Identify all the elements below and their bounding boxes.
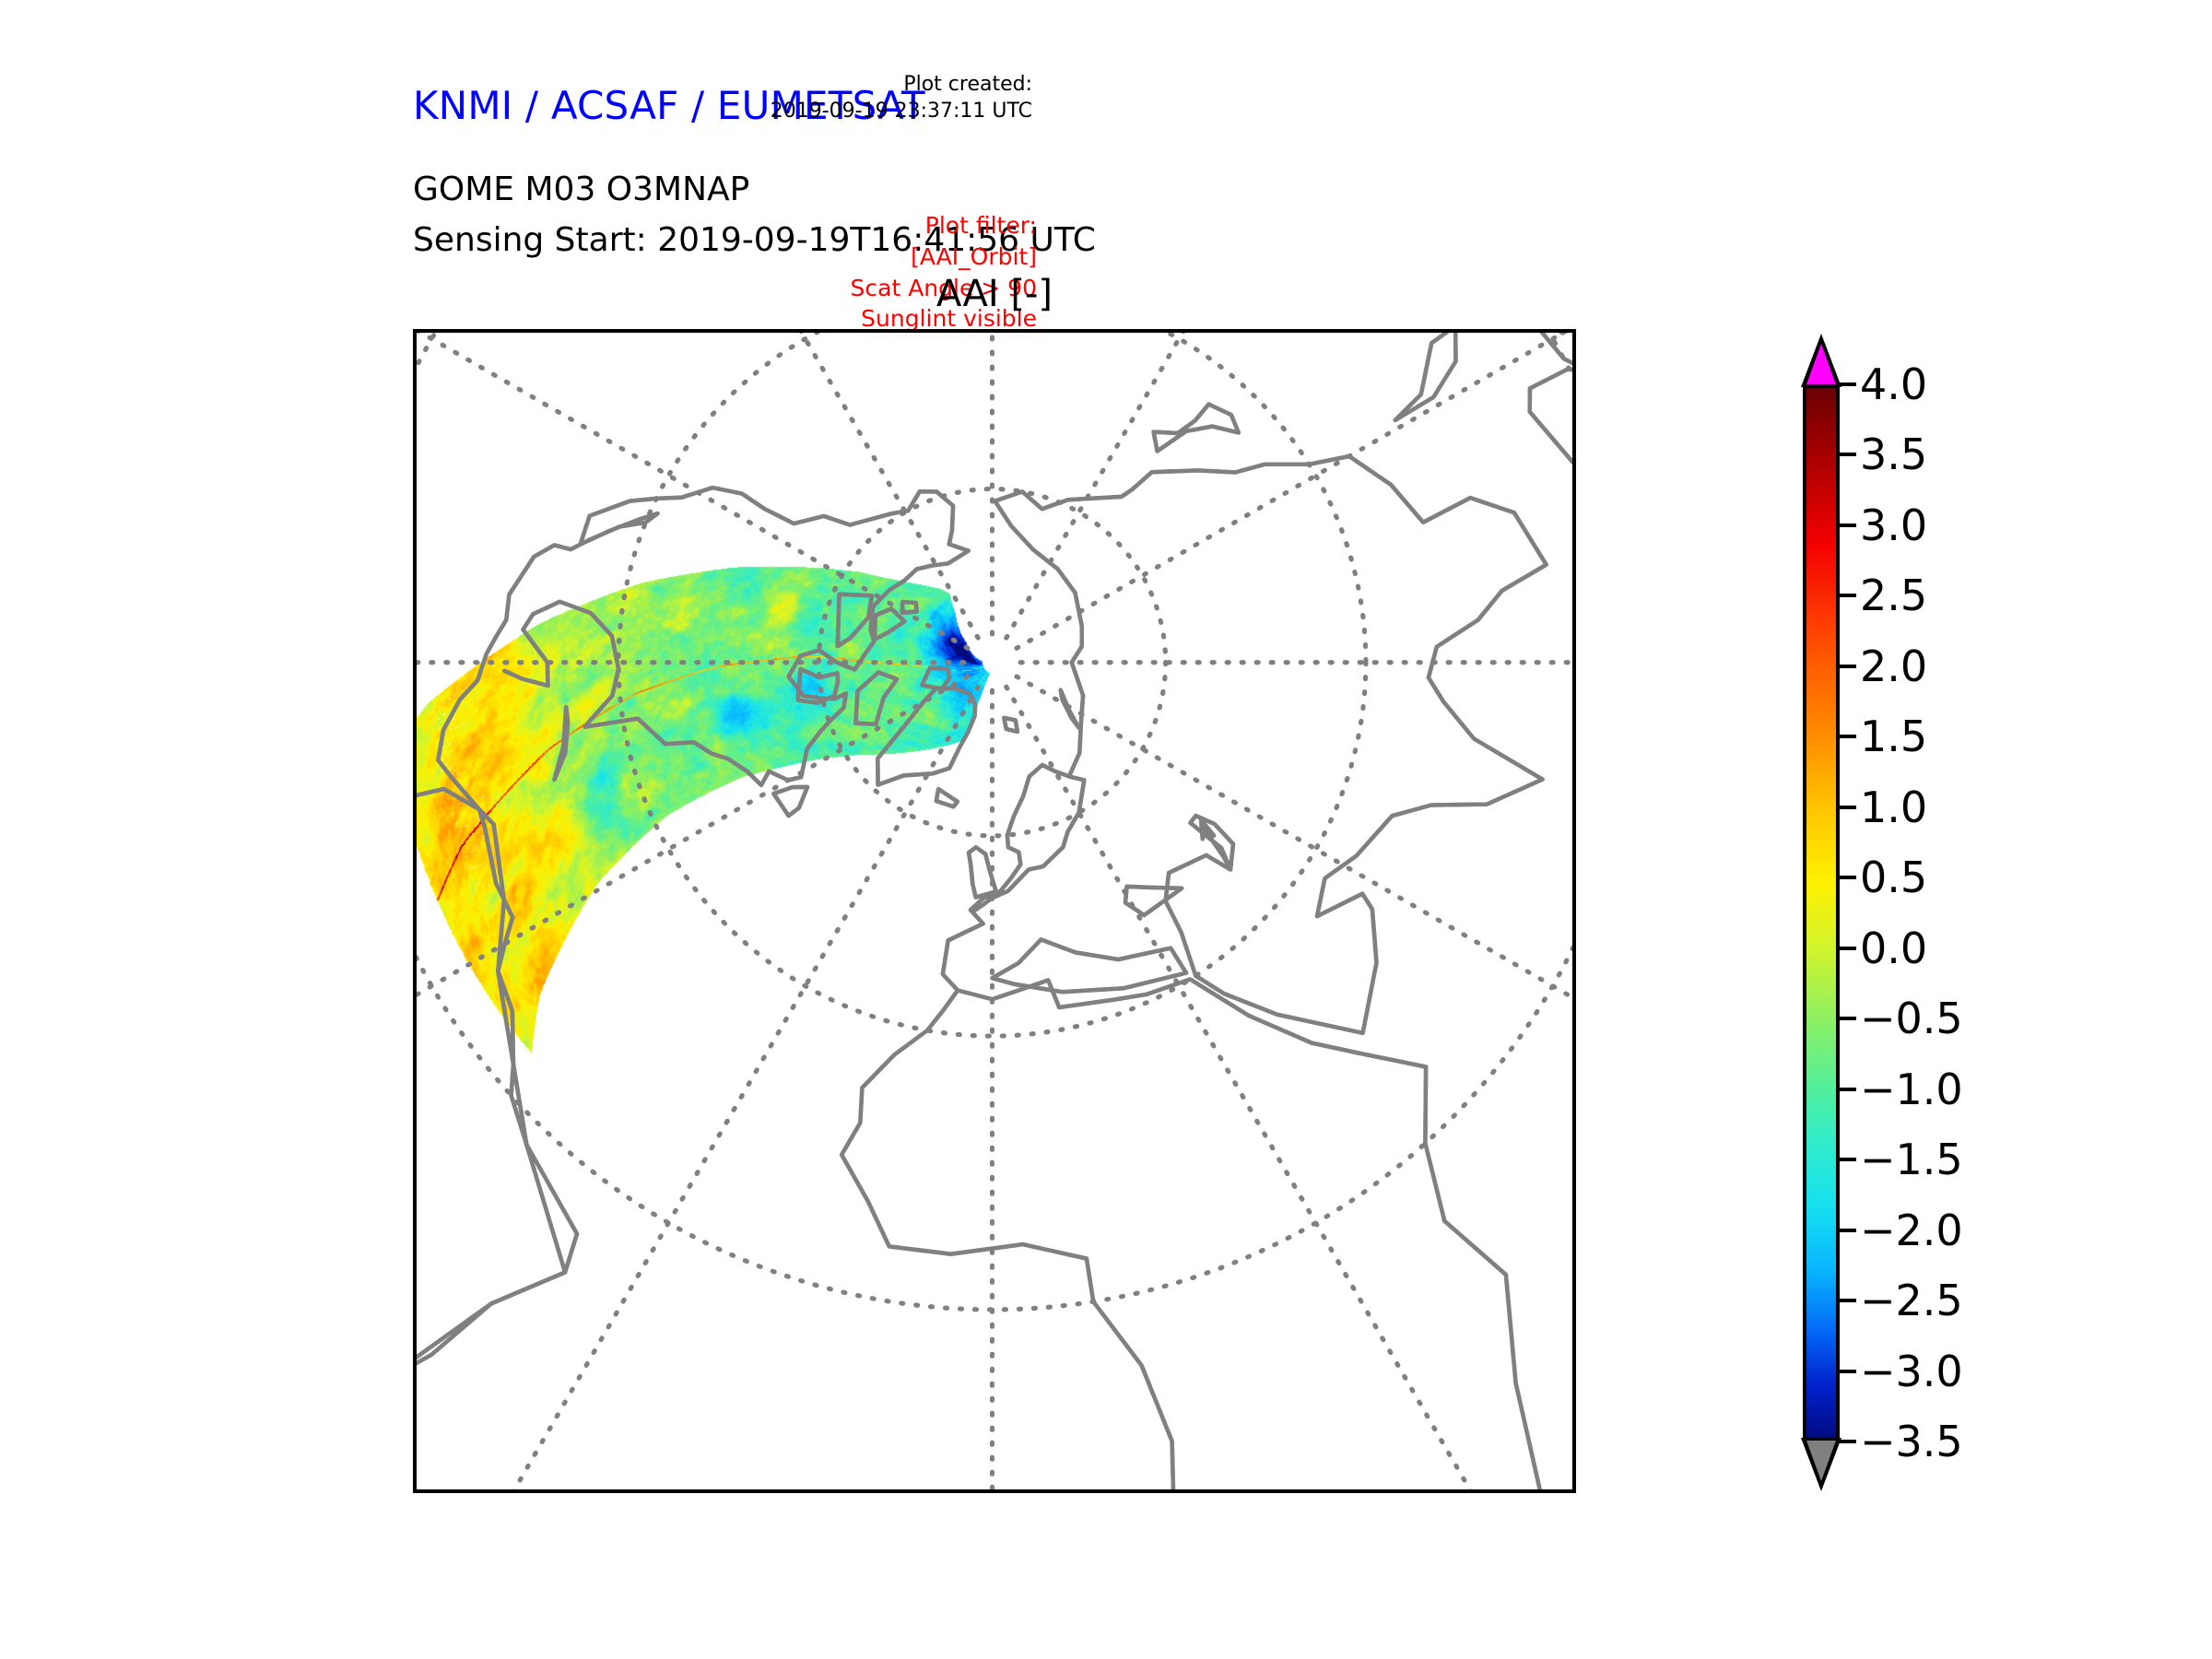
colorbar-tick-label: 4.0: [1860, 359, 1928, 409]
colorbar-tick-label: 1.5: [1860, 712, 1928, 762]
coastline-overlay: [993, 453, 1548, 1036]
page-title: AAI [-]: [936, 273, 1053, 315]
colorbar-tick: [1840, 1087, 1856, 1091]
colorbar-tick-label: 2.5: [1860, 571, 1928, 621]
plot-filter-label: Plot filter: [AAI_Orbit] Scat Angle > 90…: [850, 212, 1037, 333]
colorbar-gradient: [1803, 384, 1840, 1441]
coastline-overlay: [1123, 884, 1184, 918]
map-canvas: [417, 333, 1572, 1489]
coastline-overlay: [1002, 715, 1020, 735]
colorbar-tick-label: −0.5: [1860, 994, 1963, 1044]
plot-created-label: Plot created: 2019-09-19 23:37:11 UTC: [770, 73, 1032, 123]
graticule-meridian-overlay: [417, 333, 971, 651]
colorbar-tick-label: 1.0: [1860, 782, 1928, 832]
colorbar-under-arrow: [1801, 1438, 1841, 1491]
coastline-overlay: [795, 666, 841, 705]
colorbar-tick-label: −1.5: [1860, 1135, 1963, 1185]
colorbar-tick-label: −1.0: [1860, 1064, 1963, 1114]
colorbar: 4.0 3.5 3.0 2.5 2.0 1.5 1.0 0.5 0.0 −0.5 −1.0 −1.5 −…: [1801, 334, 1963, 1493]
graticule-meridian-overlay: [1014, 674, 1572, 1001]
colorbar-tick: [1840, 1158, 1856, 1162]
colorbar-tick: [1840, 664, 1856, 668]
colorbar-tick-label: −2.0: [1860, 1205, 1963, 1255]
colorbar-tick: [1840, 876, 1856, 880]
colorbar-over-arrow: [1801, 334, 1841, 387]
colorbar-tick: [1840, 1369, 1856, 1373]
coastline-overlay: [1188, 813, 1236, 872]
colorbar-tick: [1840, 1299, 1856, 1303]
coastline-overlay: [966, 845, 999, 900]
map-plot-area: [413, 329, 1576, 1493]
graticule-parallel-overlay: [616, 333, 1369, 1039]
colorbar-tick-label: −3.5: [1860, 1417, 1963, 1466]
coastline-overlay: [990, 937, 1189, 994]
colorbar-tick: [1840, 1228, 1856, 1232]
coastline-overlay: [417, 485, 971, 1366]
colorbar-tick: [1840, 523, 1856, 527]
colorbar-tick: [1840, 594, 1856, 598]
graticule-meridian-overlay: [1004, 333, 1185, 641]
colorbar-tick-label: 0.0: [1860, 923, 1928, 973]
colorbar-tick-label: 3.5: [1860, 429, 1928, 480]
colorbar-tick-label: 3.0: [1860, 500, 1928, 550]
colorbar-tick: [1840, 453, 1856, 457]
graticule-meridian-overlay: [512, 684, 981, 1489]
organisation-title: KNMI / ACSAF / EUMETSAT: [413, 83, 925, 128]
graticule-meridian-overlay: [799, 333, 981, 641]
colorbar-tick-label: 2.0: [1860, 641, 1928, 691]
coastline-overlay: [771, 784, 810, 818]
graticule-meridian-overlay: [1014, 333, 1569, 651]
aai-swath-raster: [417, 333, 1572, 1489]
colorbar-tick: [1840, 1440, 1856, 1443]
graticule-meridian-overlay: [417, 674, 971, 998]
colorbar-ticks: 4.0 3.5 3.0 2.5 2.0 1.5 1.0 0.5 0.0 −0.5 −1.0 −1.5 −…: [1803, 334, 1963, 1493]
coastline-overlay: [920, 665, 952, 691]
colorbar-tick: [1840, 1017, 1856, 1021]
colorbar-tick: [1840, 805, 1856, 809]
coastline-overlay: [940, 762, 1087, 993]
colorbar-tick-label: −3.0: [1860, 1346, 1963, 1396]
coastline-overlay: [417, 786, 568, 1360]
coastline-overlay: [552, 705, 571, 782]
coastline-overlay: [835, 592, 875, 649]
coastline-overlay: [872, 606, 907, 642]
colorbar-tick: [1840, 946, 1856, 950]
coastline-overlay: [853, 670, 900, 726]
product-title: GOME M03 O3MNAP: [413, 171, 750, 208]
colorbar-tick: [1840, 735, 1856, 739]
colorbar-tick-label: −2.5: [1860, 1276, 1963, 1326]
coastline-overlay: [900, 599, 919, 616]
colorbar-tick: [1840, 382, 1856, 386]
colorbar-tick-label: 0.5: [1860, 853, 1928, 903]
coastline-overlay: [1393, 333, 1458, 423]
sensing-start-label: Sensing Start: 2019-09-19T16:41:56 UTC: [413, 221, 1096, 259]
graticule-parallel-overlay: [816, 487, 1169, 839]
coastline-overlay: [934, 786, 960, 809]
coastline-overlay: [1151, 402, 1241, 453]
graticule-meridian-overlay: [1004, 684, 1473, 1489]
